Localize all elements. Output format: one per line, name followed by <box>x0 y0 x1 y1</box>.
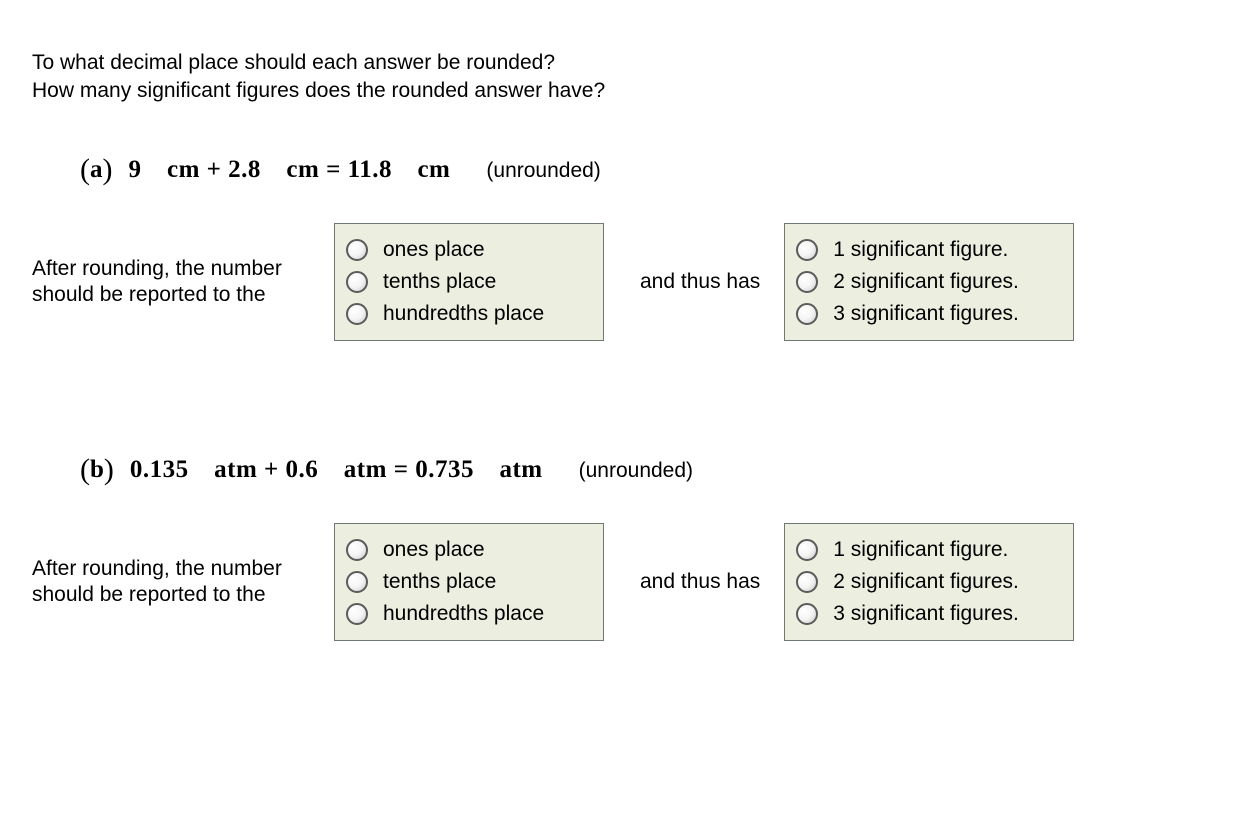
option-label: 3 significant figures. <box>833 602 1019 626</box>
part-b-place-hundredths[interactable]: hundredths place <box>345 598 589 630</box>
part-a-sigfig-1[interactable]: 1 significant figure. <box>795 234 1059 266</box>
option-label: 1 significant figure. <box>833 238 1008 262</box>
lead-text-line-2: should be reported to the <box>32 283 266 306</box>
radio-icon <box>795 602 819 626</box>
part-a-sigfig-3[interactable]: 3 significant figures. <box>795 298 1059 330</box>
part-a-equation-row: a 9 cm + 2.8 cm = 11.8 cm (unrounded) <box>80 151 1204 185</box>
option-label: hundredths place <box>383 602 544 626</box>
radio-icon <box>345 238 369 262</box>
part-a-unrounded-note: (unrounded) <box>486 159 600 183</box>
radio-icon <box>795 570 819 594</box>
radio-icon <box>345 602 369 626</box>
part-b-sigfig-options: 1 significant figure. 2 significant figu… <box>784 523 1074 641</box>
part-a-place-tenths[interactable]: tenths place <box>345 266 589 298</box>
part-b-sigfig-2[interactable]: 2 significant figures. <box>795 566 1059 598</box>
option-label: 1 significant figure. <box>833 538 1008 562</box>
part-a-equation: 9 cm + 2.8 cm = 11.8 cm <box>129 156 451 184</box>
part-a-sigfig-options: 1 significant figure. 2 significant figu… <box>784 223 1074 341</box>
part-b-mid-text: and thus has <box>604 570 784 594</box>
part-a-place-hundredths[interactable]: hundredths place <box>345 298 589 330</box>
part-a-label: a <box>80 151 113 185</box>
part-b-lead-text: After rounding, the number should be rep… <box>32 556 334 606</box>
part-a-place-options: ones place tenths place hundredths place <box>334 223 604 341</box>
part-a-sigfig-2[interactable]: 2 significant figures. <box>795 266 1059 298</box>
part-a-place-ones[interactable]: ones place <box>345 234 589 266</box>
part-b-sigfig-3[interactable]: 3 significant figures. <box>795 598 1059 630</box>
part-b-label: b <box>80 451 114 485</box>
part-b-place-ones[interactable]: ones place <box>345 534 589 566</box>
part-b-place-options: ones place tenths place hundredths place <box>334 523 604 641</box>
part-b-sigfig-1[interactable]: 1 significant figure. <box>795 534 1059 566</box>
lead-text-line-1: After rounding, the number <box>32 557 282 580</box>
radio-icon <box>795 270 819 294</box>
part-b-place-tenths[interactable]: tenths place <box>345 566 589 598</box>
radio-icon <box>345 270 369 294</box>
part-b-equation-row: b 0.135 atm + 0.6 atm = 0.735 atm (unrou… <box>80 451 1204 485</box>
radio-icon <box>795 538 819 562</box>
option-label: 2 significant figures. <box>833 570 1019 594</box>
lead-text-line-1: After rounding, the number <box>32 257 282 280</box>
radio-icon <box>345 302 369 326</box>
part-b-equation: 0.135 atm + 0.6 atm = 0.735 atm <box>130 456 543 484</box>
option-label: tenths place <box>383 570 496 594</box>
radio-icon <box>345 538 369 562</box>
prompt-line-1: To what decimal place should each answer… <box>32 50 1204 76</box>
radio-icon <box>795 302 819 326</box>
prompt-line-2: How many significant figures does the ro… <box>32 78 1204 104</box>
lead-text-line-2: should be reported to the <box>32 583 266 606</box>
option-label: 2 significant figures. <box>833 270 1019 294</box>
part-b-answer-row: After rounding, the number should be rep… <box>32 523 1204 641</box>
part-a-mid-text: and thus has <box>604 270 784 294</box>
part-b-unrounded-note: (unrounded) <box>579 459 693 483</box>
option-label: 3 significant figures. <box>833 302 1019 326</box>
option-label: tenths place <box>383 270 496 294</box>
option-label: ones place <box>383 238 485 262</box>
part-a-lead-text: After rounding, the number should be rep… <box>32 256 334 306</box>
radio-icon <box>345 570 369 594</box>
option-label: hundredths place <box>383 302 544 326</box>
part-a-answer-row: After rounding, the number should be rep… <box>32 223 1204 341</box>
option-label: ones place <box>383 538 485 562</box>
radio-icon <box>795 238 819 262</box>
